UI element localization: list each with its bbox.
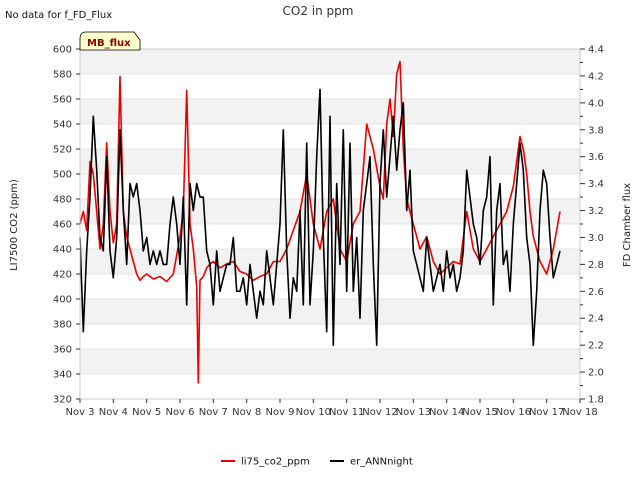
x-tick-label: Nov 14 [429, 407, 464, 418]
series-line-er_ANNnight [79, 88, 561, 347]
y-tick-label: 480 [53, 195, 72, 206]
y2-tick-label: 3.6 [588, 152, 604, 163]
x-tick-label: Nov 4 [99, 407, 128, 418]
x-tick-label: Nov 18 [562, 407, 597, 418]
y2-tick-label: 2.4 [588, 314, 604, 325]
legend: li75_co2_ppm er_ANNnight [221, 457, 413, 468]
y-tick-label: 380 [53, 320, 72, 331]
grid-band [80, 249, 580, 274]
y2-tick-label: 4.2 [588, 71, 604, 82]
chart-title: CO2 in ppm [283, 4, 354, 18]
y-tick-label: 360 [53, 345, 72, 356]
y-tick-label: 340 [53, 370, 72, 381]
y-tick-label: 440 [53, 245, 72, 256]
y-tick-label: 500 [53, 170, 72, 181]
y2-tick-label: 3.4 [588, 179, 604, 190]
y-tick-label: 540 [53, 120, 72, 131]
x-tick-label: Nov 7 [199, 407, 228, 418]
x-tick-label: Nov 12 [362, 407, 397, 418]
x-tick-label: Nov 3 [65, 407, 94, 418]
x-tick-label: Nov 9 [265, 407, 294, 418]
legend-label-er_ANNnight: er_ANNnight [350, 457, 413, 468]
grid-band [80, 49, 580, 74]
y2-tick-label: 3.2 [588, 206, 604, 217]
y2-tick-label: 2.2 [588, 341, 604, 352]
y2-tick-label: 2.8 [588, 260, 604, 271]
grid-band [80, 299, 580, 324]
y-tick-label: 420 [53, 270, 72, 281]
y-tick-label: 460 [53, 220, 72, 231]
y-axis-title: LI7500 CO2 (ppm) [9, 179, 20, 271]
x-tick-label: Nov 5 [132, 407, 161, 418]
grid [80, 48, 580, 400]
series-line-li75_co2_ppm [79, 60, 561, 384]
x-tick-label: Nov 17 [529, 407, 564, 418]
y2-tick-label: 3.8 [588, 125, 604, 136]
badge-label: MB_flux [87, 38, 131, 49]
legend-label-li75_co2_ppm: li75_co2_ppm [241, 457, 310, 468]
series-lines [79, 60, 561, 384]
x-tick-label: Nov 15 [462, 407, 497, 418]
y-tick-label: 580 [53, 70, 72, 81]
x-tick-label: Nov 6 [165, 407, 194, 418]
y2-axis-title: FD Chamber flux [622, 183, 633, 267]
x-tick-label: Nov 13 [396, 407, 431, 418]
grid-band [80, 349, 580, 374]
x-tick-label: Nov 8 [232, 407, 261, 418]
x-tick-label: Nov 10 [296, 407, 331, 418]
no-data-note: No data for f_FD_Flux [5, 10, 112, 21]
mb-flux-badge: MB_flux [79, 31, 141, 51]
y-tick-label: 560 [53, 95, 72, 106]
y-tick-label: 520 [53, 145, 72, 156]
y-tick-label: 320 [53, 395, 72, 406]
y2-tick-label: 4.4 [588, 45, 604, 56]
y-tick-label: 600 [53, 45, 72, 56]
y-tick-label: 400 [53, 295, 72, 306]
y2-tick-label: 3.0 [588, 233, 604, 244]
y2-tick-label: 1.8 [588, 395, 604, 406]
y2-tick-label: 2.0 [588, 368, 604, 379]
x-tick-label: Nov 16 [496, 407, 531, 418]
grid-band [80, 199, 580, 224]
y2-tick-label: 4.0 [588, 98, 604, 109]
x-tick-label: Nov 11 [329, 407, 364, 418]
y2-tick-label: 2.6 [588, 287, 604, 298]
axes: 320 340 360 380 400 420 440 460 480 500 520 540 560 5… [53, 45, 604, 419]
